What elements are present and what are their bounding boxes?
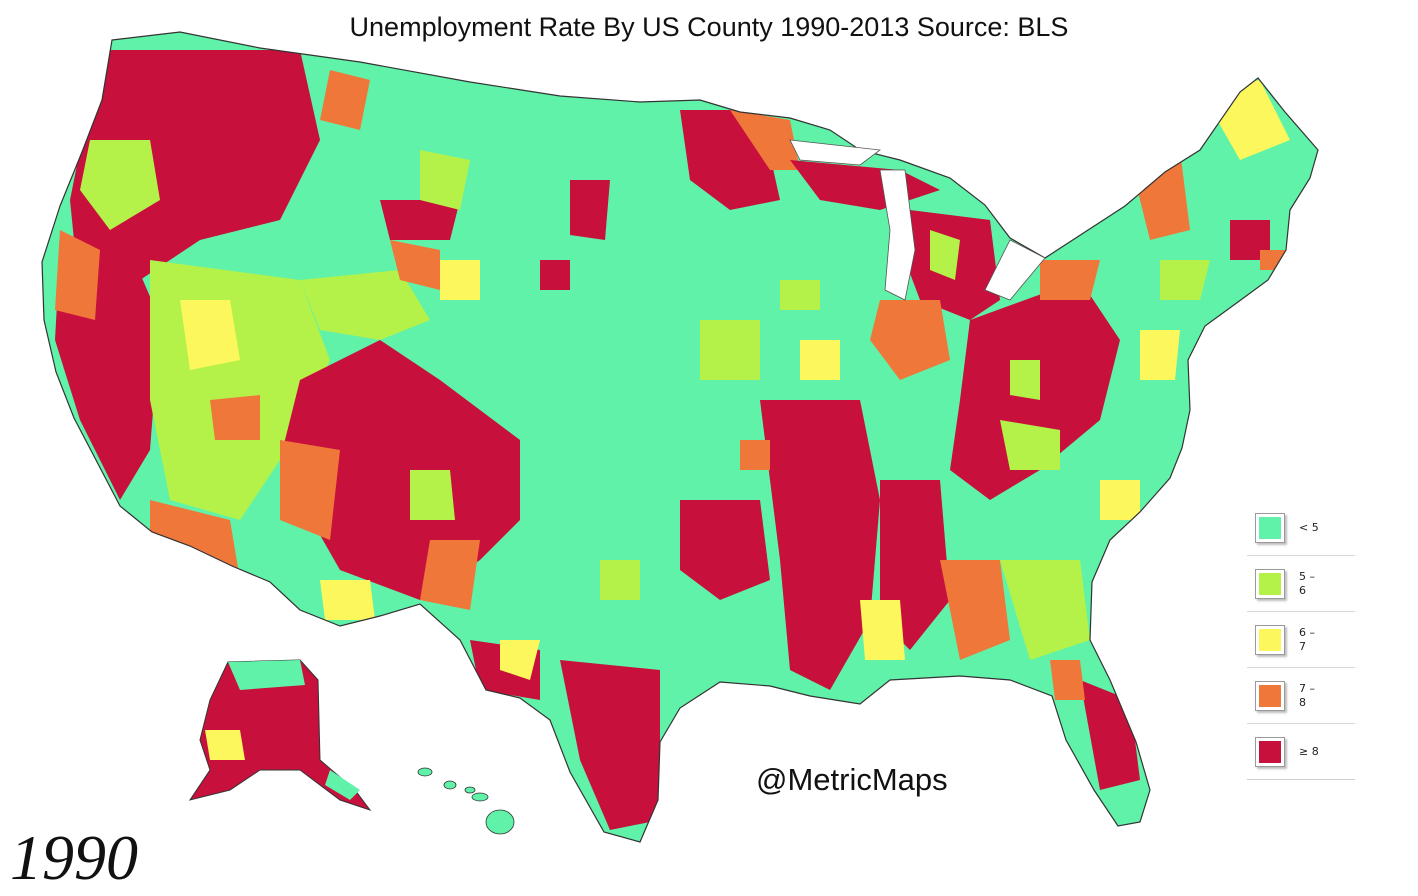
legend-label: 5 – 6 xyxy=(1299,569,1315,597)
legend-item: < 5 xyxy=(1247,500,1355,555)
legend-item: 6 – 7 xyxy=(1247,611,1355,667)
legend-item: ≥ 8 xyxy=(1247,723,1355,779)
credit-text: @MetricMaps xyxy=(756,762,948,797)
legend-swatch xyxy=(1255,736,1285,767)
legend-swatch xyxy=(1255,512,1285,543)
alaska xyxy=(188,659,372,811)
legend-label: ≥ 8 xyxy=(1299,744,1319,758)
legend-item: 7 – 8 xyxy=(1247,667,1355,723)
legend-swatch xyxy=(1255,680,1285,711)
legend-item: 5 – 6 xyxy=(1247,555,1355,611)
legend-label: < 5 xyxy=(1299,520,1319,534)
legend-swatch xyxy=(1255,624,1285,655)
legend-label: 6 – 7 xyxy=(1299,625,1315,653)
map-legend: < 5 5 – 6 6 – 7 7 – 8 ≥ 8 xyxy=(1247,500,1355,780)
hawaii xyxy=(417,767,515,835)
year-label: 1990 xyxy=(10,822,138,893)
map-title: Unemployment Rate By US County 1990-2013… xyxy=(349,12,1069,42)
legend-label: 7 – 8 xyxy=(1299,681,1315,709)
legend-swatch xyxy=(1255,568,1285,599)
